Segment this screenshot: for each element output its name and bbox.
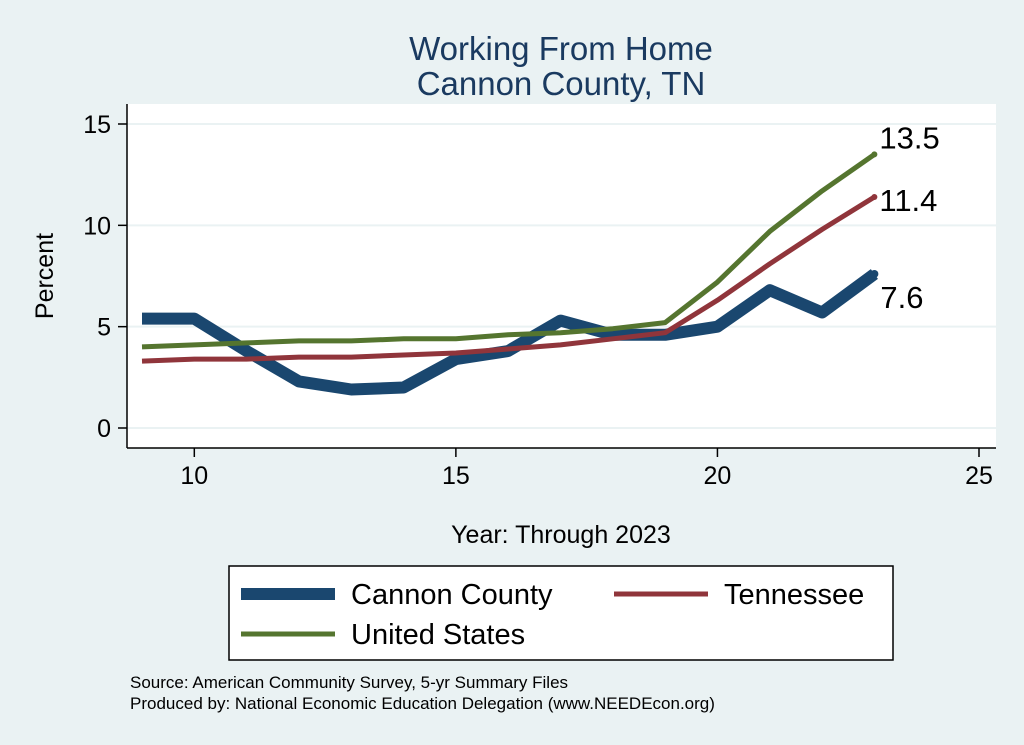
y-tick-label-1: 5 [97,314,111,342]
legend-box [228,565,894,661]
end-label-2: 13.5 [879,120,939,155]
legend: Cannon County Tennessee United States [241,579,864,651]
series-line-2 [141,152,876,350]
source-note: Source: American Community Survey, 5-yr … [130,673,568,692]
chart-subtitle: Cannon County, TN [417,65,706,102]
x-tick-label-3: 25 [965,462,993,490]
x-tick-label-2: 20 [704,462,732,490]
x-tick-label-0: 10 [180,462,208,490]
end-label-1: 11.4 [879,183,937,218]
series-line-1 [141,194,876,364]
legend-label-0: Cannon County [351,579,553,611]
legend-label-1: Tennessee [724,579,864,611]
plot-area [127,104,996,448]
x-axis-title: Year: Through 2023 [451,521,671,549]
series-end-point-2 [871,151,878,158]
series-end-point-0 [870,269,879,278]
y-tick-label-3: 15 [83,111,111,139]
legend-label-2: United States [351,619,525,651]
y-tick-label-0: 0 [97,415,111,443]
axes: 0 5 10 15 10 15 20 25 [83,104,996,490]
series-end-point-1 [871,193,878,200]
y-tick-label-2: 10 [83,212,111,240]
end-labels: 7.6 11.4 13.5 [879,120,939,315]
producer-note: Produced by: National Economic Education… [130,694,715,713]
grid-lines [127,123,996,429]
y-axis-title: Percent [31,233,59,319]
x-tick-label-1: 15 [442,462,470,490]
chart-title: Working From Home [409,30,713,67]
series-group [141,151,879,396]
end-label-0: 7.6 [880,280,923,315]
